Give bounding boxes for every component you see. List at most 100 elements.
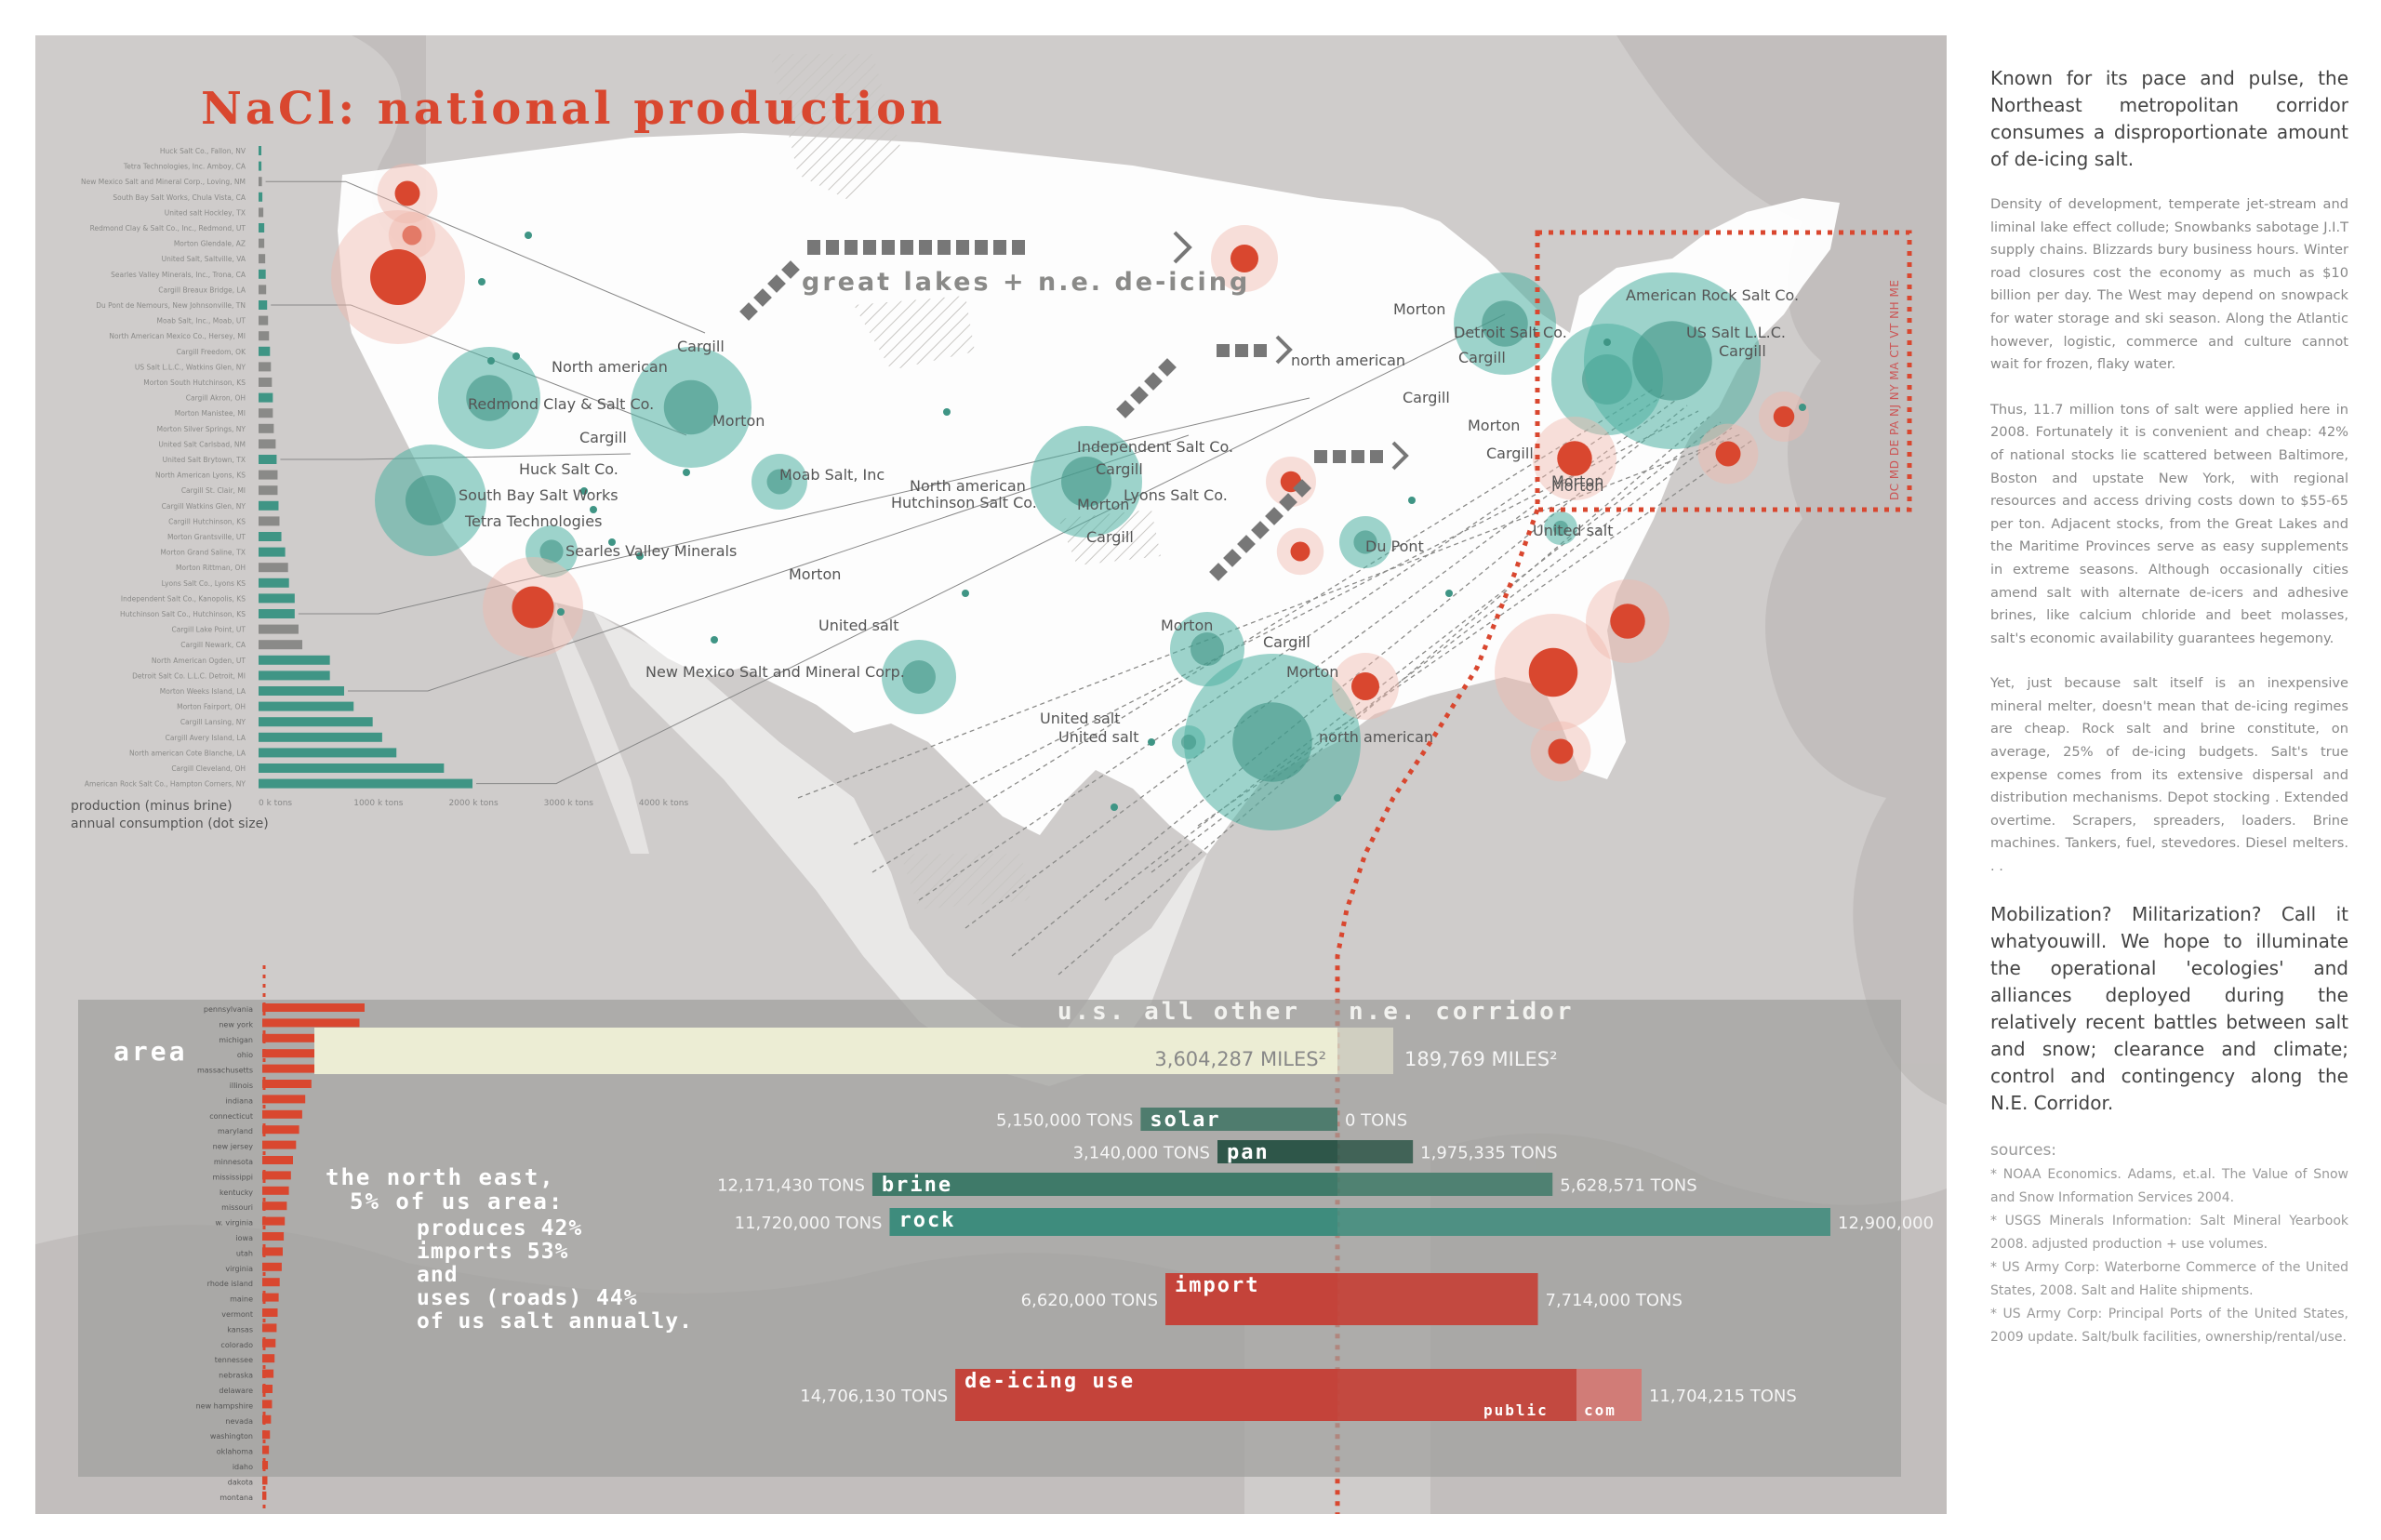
map-label: Morton [1286, 663, 1338, 681]
map-label: north american [1291, 352, 1405, 369]
production-bar [259, 177, 262, 187]
production-bar [259, 392, 273, 403]
corridor-states: DC MD DE PA NJ NY MA CT VT NH ME [1888, 280, 1901, 500]
small-site-dot [557, 608, 565, 616]
map-label: Morton [1468, 417, 1520, 434]
state-label: michigan [219, 1036, 253, 1044]
map-label: Independent Salt Co. [1077, 438, 1233, 456]
small-site-dot [636, 552, 644, 560]
production-bar [259, 748, 397, 758]
page-title: NaCl: national production [201, 83, 946, 135]
value-label: 11,720,000 TONS [735, 1214, 883, 1233]
production-bar [259, 655, 330, 665]
consumption-dot [1548, 738, 1574, 764]
bar-label: South Bay Salt Works, Chula Vista, CA [113, 193, 246, 202]
value-label: 5,150,000 TONS [996, 1111, 1133, 1131]
production-bar [259, 238, 265, 248]
consumption-dot [402, 225, 422, 246]
state-bar [262, 1400, 273, 1409]
production-bar [259, 532, 282, 541]
comparison-bar-us [889, 1208, 1337, 1236]
state-bar [262, 1293, 279, 1302]
row-label: pan [1227, 1141, 1270, 1164]
bar-label: Lyons Salt Co., Lyons KS [162, 579, 246, 588]
state-bar [262, 1247, 283, 1256]
state-bar [262, 1445, 270, 1454]
import-line [1057, 416, 1710, 976]
production-core [902, 660, 936, 694]
map-label: Redmond Clay & Salt Co. [468, 395, 654, 413]
state-label: ohio [237, 1051, 253, 1059]
map-label: Detroit Salt Co. [1454, 324, 1567, 341]
state-label: connecticut [209, 1112, 253, 1121]
map-label: North american [910, 477, 1026, 495]
map-label: Tetra Technologies [464, 512, 602, 530]
production-bar [259, 439, 276, 449]
hatch-region-1 [770, 54, 900, 203]
import-line [853, 410, 1699, 845]
small-site-dot [943, 408, 951, 416]
small-site-dot [711, 636, 718, 644]
state-label: w. virginia [216, 1219, 254, 1228]
production-bar [259, 670, 330, 681]
small-site-dot [608, 538, 616, 546]
hatch-region-2 [854, 296, 975, 370]
callout-line [271, 304, 687, 436]
map-label: Searles Valley Minerals [565, 542, 737, 560]
bar-label: North american Cote Blanche, LA [129, 749, 246, 757]
callout-line [298, 397, 1310, 615]
arrow-dash [1130, 386, 1149, 405]
state-bar [262, 1308, 278, 1317]
production-bar [259, 269, 266, 279]
state-bar [262, 1186, 289, 1195]
import-line [797, 432, 1744, 799]
bar-label: Huck Salt Co., Fallon, NV [160, 147, 246, 155]
callout-line-2: 5% of us area: [350, 1188, 564, 1215]
poster-graphic: North american Cargill Redmond Clay & Salt… [35, 35, 1947, 1514]
production-bar [259, 346, 271, 356]
state-bar [262, 1080, 312, 1088]
map-label: Morton [1077, 496, 1129, 513]
production-core [1353, 530, 1377, 554]
bar-label: Independent Salt Co., Kanopolis, KS [121, 594, 246, 603]
comparison-bar-us [1140, 1108, 1337, 1131]
bar-label: American Rock Salt Co., Hampton Corners,… [85, 780, 246, 789]
production-bar [259, 408, 273, 418]
bar-label: Tetra Technologies, Inc. Amboy, CA [123, 163, 246, 171]
callout-line-3: produces 42% [417, 1216, 582, 1241]
state-label: iowa [235, 1234, 253, 1242]
bar-label: New Mexico Salt and Mineral Corp., Lovin… [81, 178, 246, 186]
state-bar [262, 1461, 269, 1469]
bar-label: Morton South Hutchinson, KS [143, 378, 246, 387]
x-tick-label: 2000 k tons [448, 799, 499, 808]
bar-label: Cargill Cleveland, OH [171, 764, 246, 773]
production-bar [259, 331, 270, 341]
sidebar-paragraph-1: Density of development, temperate jet-st… [1990, 196, 2348, 373]
state-label: kansas [227, 1325, 253, 1334]
great-lakes-label: great lakes + n.e. de-icing [802, 268, 1250, 297]
bar-label: Morton Grantsville, UT [167, 533, 246, 541]
arrow-dash [975, 240, 988, 255]
map-label: Huck Salt Co. [519, 460, 619, 478]
production-core [766, 469, 792, 495]
poster: North american Cargill Redmond Clay & Salt… [35, 35, 1947, 1514]
production-bar [259, 516, 280, 526]
production-bar [259, 315, 269, 325]
bar-label: Cargill Avery Island, LA [166, 734, 246, 742]
consumption-dot [394, 180, 420, 206]
state-label: idaho [233, 1463, 253, 1471]
small-site-dot [487, 357, 495, 365]
production-bar [259, 207, 264, 218]
small-site-dot [590, 506, 597, 513]
bar-label: Morton Manistee, MI [175, 409, 246, 418]
bar-label: Cargill Akron, OH [186, 394, 246, 403]
bar-label: Detroit Salt Co. L.L.C. Detroit, MI [132, 671, 246, 680]
bar-label: Morton Fairport, OH [177, 703, 246, 711]
arrow-head [1173, 231, 1192, 264]
arrow-dash [900, 240, 913, 255]
value-label: 11,704,215 TONS [1649, 1387, 1797, 1406]
state-label: pennsylvania [204, 1005, 253, 1014]
value-label: 189,769 MILES² [1404, 1048, 1558, 1070]
arrow-dash [753, 288, 772, 307]
production-core [1552, 520, 1569, 537]
